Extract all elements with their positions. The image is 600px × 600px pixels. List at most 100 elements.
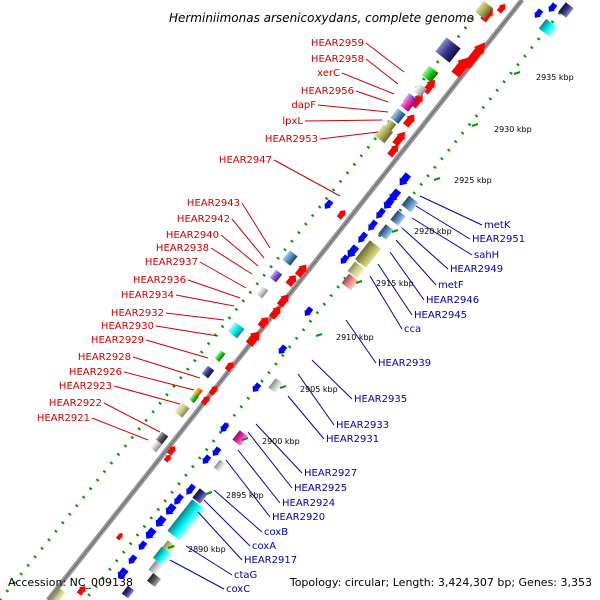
kbp-tick-1 — [471, 123, 479, 127]
gene-glyph-10 — [294, 264, 307, 278]
right-gene-label-14: HEAR2924 — [282, 498, 335, 509]
right-leader-5 — [389, 251, 425, 301]
right-leader-18 — [197, 511, 243, 561]
gene-glyph-17 — [208, 386, 218, 396]
kbp-tick-6 — [279, 385, 287, 389]
kbp-label-5: 2910 kbp — [336, 333, 374, 342]
gene-glyph-82 — [152, 546, 172, 566]
gene-glyph-61 — [174, 493, 184, 505]
gene-glyph-68 — [538, 18, 558, 38]
left-leader-11 — [210, 247, 253, 275]
gene-glyph-51 — [358, 231, 368, 243]
gene-glyph-3 — [451, 57, 469, 78]
kbp-tick-5 — [315, 333, 323, 337]
kbp-dotted-line-right — [83, 3, 569, 600]
gene-glyph-79 — [192, 488, 208, 504]
left-leader-2 — [341, 72, 395, 95]
left-gene-label-0: HEAR2959 — [311, 38, 364, 49]
gene-glyph-65 — [138, 540, 148, 550]
right-leader-6 — [377, 263, 413, 316]
right-gene-label-12: HEAR2927 — [304, 468, 357, 479]
gene-glyph-84 — [146, 572, 162, 588]
gene-glyph-67 — [117, 567, 129, 579]
gene-glyph-69 — [558, 2, 574, 18]
gene-glyph-49 — [376, 207, 386, 219]
gene-glyph-9 — [336, 210, 346, 220]
left-leader-4 — [317, 104, 389, 113]
gene-glyph-15 — [245, 331, 260, 347]
gene-glyph-46 — [399, 172, 412, 186]
left-gene-label-19: HEAR2926 — [69, 367, 122, 378]
right-gene-label-18: HEAR2917 — [244, 555, 297, 566]
kbp-label-7: 2900 kbp — [262, 437, 300, 446]
right-gene-label-11: HEAR2931 — [326, 434, 379, 445]
gene-glyph-28 — [400, 96, 416, 112]
left-gene-label-22: HEAR2921 — [37, 413, 90, 424]
gene-glyph-57 — [220, 422, 230, 432]
left-leader-10 — [220, 234, 259, 267]
gene-glyph-75 — [341, 273, 359, 291]
right-leader-9 — [311, 359, 353, 400]
gene-glyph-32 — [282, 250, 298, 266]
gene-glyph-55 — [278, 344, 288, 354]
right-leader-1 — [415, 205, 471, 240]
gene-glyph-31 — [374, 124, 394, 144]
right-leader-13 — [247, 431, 293, 489]
gene-glyph-33 — [269, 269, 283, 283]
gene-glyph-22 — [76, 586, 86, 596]
gene-glyph-7 — [392, 131, 405, 147]
left-gene-label-18: HEAR2928 — [78, 352, 131, 363]
kbp-tick-7 — [241, 437, 249, 441]
right-gene-labels: metK HEAR2951 sahH HEAR2949 metF HEAR2946 HEAR… — [226, 220, 525, 595]
left-gene-label-17: HEAR2929 — [91, 335, 144, 346]
right-leader-15 — [225, 459, 271, 518]
gene-glyph-80 — [167, 499, 205, 541]
kbp-tick-8 — [205, 491, 213, 495]
kbp-label-1: 2930 kbp — [494, 125, 532, 134]
left-leader-3 — [355, 90, 389, 103]
gene-glyph-20 — [163, 454, 171, 463]
gene-glyph-52 — [347, 244, 360, 258]
gene-features — [50, 0, 574, 600]
gene-glyph-58 — [212, 446, 222, 456]
gene-glyph-78 — [213, 459, 227, 473]
accession-text: Accession: NC_009138 — [8, 576, 133, 589]
left-leader-8 — [241, 202, 271, 249]
left-leader-5 — [304, 119, 383, 122]
gene-glyph-36 — [214, 350, 226, 362]
right-gene-label-2: sahH — [474, 250, 499, 261]
kbp-tick-0 — [513, 71, 521, 75]
gene-glyph-73 — [355, 240, 381, 268]
left-leader-18 — [132, 356, 201, 379]
gene-glyph-26 — [412, 82, 428, 98]
gene-glyph-21 — [115, 532, 123, 541]
right-gene-label-19: ctaG — [234, 570, 257, 581]
gene-glyph-43 — [534, 8, 544, 18]
right-gene-label-5: HEAR2946 — [426, 295, 479, 306]
gene-glyph-77 — [232, 430, 248, 446]
gene-glyph-48 — [383, 197, 395, 209]
kbp-markers: 2935 kbp 2930 kbp 2925 kbp 2920 kbp 2915 kbp… — [167, 71, 574, 554]
right-gene-label-10: HEAR2933 — [336, 420, 389, 431]
gene-glyph-41 — [155, 431, 169, 445]
gene-glyph-62 — [165, 503, 177, 515]
left-gene-label-1: HEAR2958 — [311, 54, 364, 65]
left-leader-20 — [113, 385, 181, 405]
left-gene-label-13: HEAR2936 — [133, 275, 186, 286]
kbp-label-6: 2905 kbp — [300, 385, 338, 394]
left-leader-13 — [187, 279, 241, 299]
left-gene-label-20: HEAR2923 — [59, 381, 112, 392]
right-leader-0 — [419, 195, 483, 226]
left-gene-label-15: HEAR2932 — [111, 308, 164, 319]
left-leader-15 — [165, 312, 225, 321]
right-gene-label-8: HEAR2939 — [378, 358, 431, 369]
right-leader-10 — [297, 373, 335, 426]
gene-glyph-54 — [304, 306, 314, 316]
right-gene-label-15: HEAR2920 — [272, 512, 325, 523]
gene-glyph-14 — [257, 317, 269, 329]
kbp-label-3: 2920 kbp — [414, 227, 452, 236]
right-leader-11 — [287, 395, 325, 440]
kbp-label-0: 2935 kbp — [536, 73, 574, 82]
gene-glyph-13 — [268, 306, 281, 320]
